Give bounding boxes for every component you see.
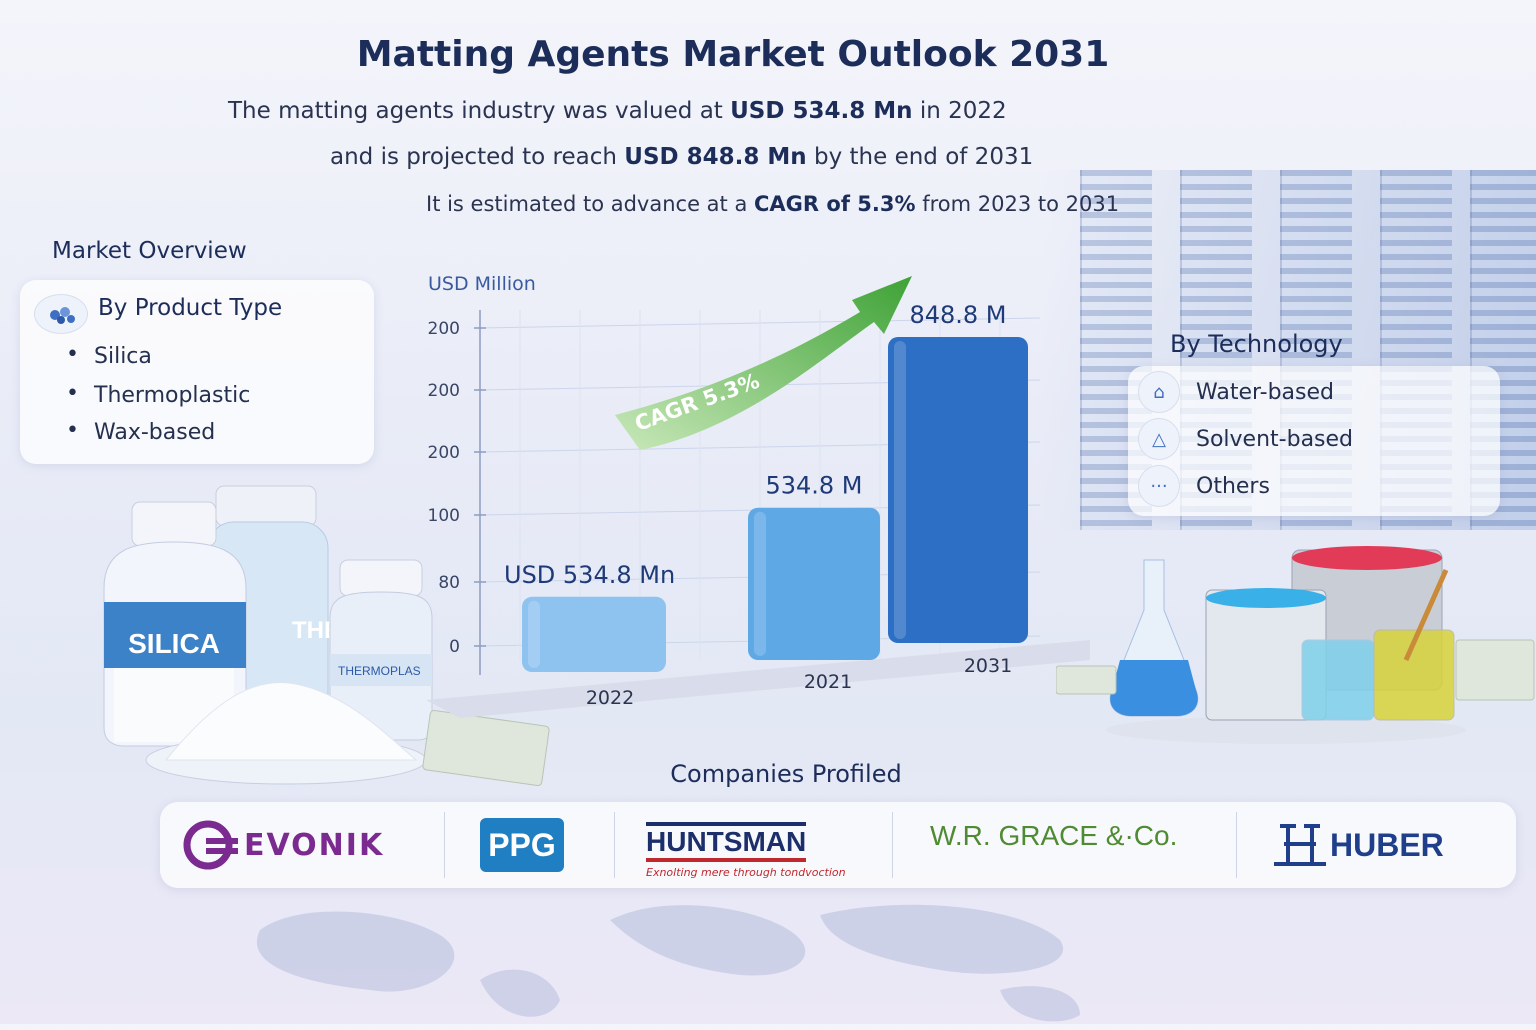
flask-icon: △ — [1138, 418, 1180, 460]
logo-divider — [1236, 812, 1237, 878]
huber-mark-icon — [1274, 824, 1326, 866]
companies-heading: Companies Profiled — [670, 760, 902, 788]
logo-grace: W.R. GRACE &·Co. — [930, 820, 1178, 851]
chart-y-tick-label: 200 — [428, 381, 460, 401]
product-type-panel: By Product Type Silica Thermoplastic Wax… — [20, 280, 374, 464]
chart-x-tick-label: 2022 — [586, 687, 634, 709]
logo-divider — [444, 812, 445, 878]
logo-huntsman: HUNTSMAN Exnolting mere through tondvoct… — [646, 822, 846, 879]
technology-heading: By Technology — [1170, 330, 1343, 358]
technology-panel: ⌂ Water-based △ Solvent-based ··· Others — [1128, 366, 1500, 516]
product-item-thermoplastic: Thermoplastic — [66, 381, 250, 408]
chart-y-tick-label: 200 — [428, 319, 460, 339]
evonik-mark-icon — [183, 820, 238, 870]
logo-evonik: EVONIK — [180, 820, 384, 870]
summary-line-2: and is projected to reach USD 848.8 Mn b… — [330, 144, 1034, 170]
technology-item-solvent: △ Solvent-based — [1138, 418, 1353, 460]
product-item-silica: Silica — [66, 342, 152, 369]
chart-y-tick-label: 80 — [438, 573, 460, 593]
chart-base-platform — [426, 640, 1090, 718]
logo-divider — [614, 812, 615, 878]
world-map-background — [256, 904, 1080, 1022]
cagr-arrow — [615, 276, 912, 450]
chart-bar-highlight — [528, 600, 540, 668]
page-title: Matting Agents Market Outlook 2031 — [356, 34, 1110, 75]
technology-item-water: ⌂ Water-based — [1138, 371, 1334, 413]
granules-icon — [34, 294, 88, 334]
chart-bar — [522, 596, 666, 672]
chart-y-tick-label: 200 — [428, 443, 460, 463]
chart-data-label: USD 534.8 Mn — [504, 561, 675, 589]
jar-label-thermo-small: THERMOPLAS — [338, 664, 421, 678]
summary-line-3: It is estimated to advance at a CAGR of … — [426, 192, 1120, 216]
jar-label-silica: SILICA — [128, 628, 220, 659]
chart-ylabel: USD Million — [428, 273, 536, 295]
chart-data-label: 534.8 M — [765, 472, 862, 500]
chart-x-tick-label: 2031 — [964, 655, 1012, 677]
paint-cans-illustration — [1056, 546, 1535, 744]
chart-bar — [888, 337, 1028, 643]
water-drop-icon: ⌂ — [1138, 371, 1180, 413]
chart-y-tick-label: 0 — [449, 637, 460, 657]
more-dots-icon: ··· — [1138, 465, 1180, 507]
chart-bar — [748, 507, 880, 660]
logo-huber: HUBER — [1270, 822, 1444, 868]
chart-bar-highlight — [754, 511, 766, 656]
product-jars-illustration: SILICA THER THERMOPLAS — [103, 485, 550, 787]
technology-item-others: ··· Others — [1138, 465, 1270, 507]
chart-bar-highlight — [894, 341, 906, 639]
product-item-wax-based: Wax-based — [66, 418, 215, 445]
product-type-title: By Product Type — [98, 295, 283, 321]
chart-data-label: 848.8 M — [909, 301, 1006, 329]
summary-line-1: The matting agents industry was valued a… — [228, 98, 1007, 124]
logo-divider — [892, 812, 893, 878]
market-overview-heading: Market Overview — [52, 238, 247, 264]
logo-ppg: PPG — [480, 818, 564, 872]
chart-y-tick-label: 100 — [428, 506, 460, 526]
chart-x-tick-label: 2021 — [804, 671, 852, 693]
